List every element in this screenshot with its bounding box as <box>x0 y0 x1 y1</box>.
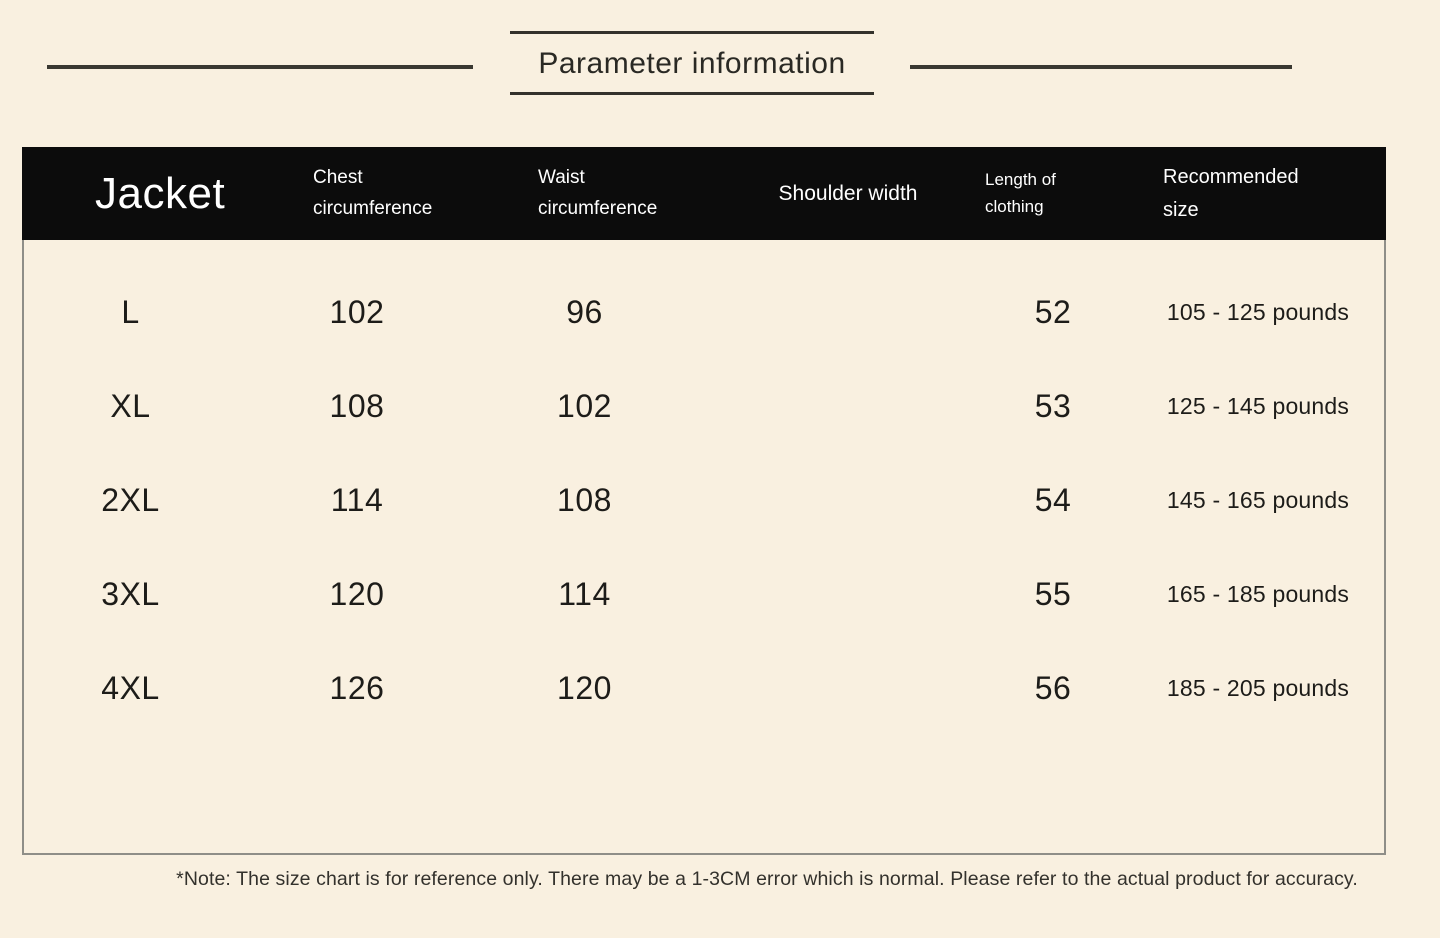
cell-length: 55 <box>1034 575 1072 612</box>
header-recommended-line1: Recommended <box>1163 165 1299 188</box>
table-row-l: L 102 96 52 105 - 125 pounds <box>24 265 1384 359</box>
table-row-2xl: 2XL 114 108 54 145 - 165 pounds <box>24 453 1384 547</box>
cell-recommended: 185 - 205 pounds <box>1166 674 1350 701</box>
size-table: Jacket Chest circumference Waist circumf… <box>22 147 1386 855</box>
cell-length: 53 <box>1034 387 1072 424</box>
cell-waist: 114 <box>558 575 611 612</box>
header-chest-circumference: Chest circumference <box>235 163 475 224</box>
cell-waist: 108 <box>557 481 612 518</box>
cell-waist: 120 <box>557 669 612 706</box>
table-row-xl: XL 108 102 53 125 - 145 pounds <box>24 359 1384 453</box>
note-text: *Note: The size chart is for reference o… <box>176 868 1358 890</box>
cell-size: 3XL <box>101 575 160 612</box>
header-waist-circumference: Waist circumference <box>475 163 690 224</box>
title-top-rule <box>510 31 874 34</box>
cell-recommended: 105 - 125 pounds <box>1166 298 1350 325</box>
cell-length: 52 <box>1034 293 1072 330</box>
header-waist-line2: circumference <box>538 197 658 219</box>
cell-chest: 108 <box>329 387 385 424</box>
divider-line-right <box>910 65 1292 69</box>
header-waist-line1: Waist <box>538 167 585 189</box>
header-recommended-line2: size <box>1163 198 1199 221</box>
header-length-line1: Length of <box>985 170 1056 190</box>
header-shoulder-width: Shoulder width <box>778 181 918 205</box>
header-jacket: Jacket <box>95 168 226 218</box>
header-chest-line1: Chest <box>313 167 363 189</box>
table-body: L 102 96 52 105 - 125 pounds XL 108 102 … <box>22 240 1386 855</box>
cell-size: 4XL <box>101 669 160 706</box>
cell-size: L <box>121 293 140 330</box>
divider-line-left <box>47 65 473 69</box>
cell-recommended: 145 - 165 pounds <box>1166 486 1350 513</box>
cell-chest: 120 <box>329 575 385 612</box>
cell-waist: 96 <box>566 293 603 330</box>
header-length-of-clothing: Length of clothing <box>976 167 1126 220</box>
cell-chest: 114 <box>330 481 384 518</box>
table-header-row: Jacket Chest circumference Waist circumf… <box>22 147 1386 240</box>
cell-chest: 102 <box>329 293 385 330</box>
header-length-line2: clothing <box>985 196 1044 216</box>
title-box: Parameter information <box>510 31 874 95</box>
note-area: *Note: The size chart is for reference o… <box>94 868 1440 891</box>
cell-chest: 126 <box>329 669 385 706</box>
cell-recommended: 125 - 145 pounds <box>1166 392 1350 419</box>
cell-length: 56 <box>1034 669 1072 706</box>
title-band: Parameter information <box>0 0 1440 133</box>
cell-waist: 102 <box>557 387 612 424</box>
header-recommended-size: Recommended size <box>1126 161 1386 227</box>
cell-size: XL <box>110 387 151 424</box>
table-row-3xl: 3XL 120 114 55 165 - 185 pounds <box>24 547 1384 641</box>
cell-size: 2XL <box>101 481 160 518</box>
table-row-4xl: 4XL 126 120 56 185 - 205 pounds <box>24 641 1384 735</box>
cell-length: 54 <box>1034 481 1072 518</box>
header-chest-line2: circumference <box>313 197 433 219</box>
cell-recommended: 165 - 185 pounds <box>1166 580 1350 607</box>
page-title: Parameter information <box>538 47 846 80</box>
title-bottom-rule <box>510 92 874 95</box>
